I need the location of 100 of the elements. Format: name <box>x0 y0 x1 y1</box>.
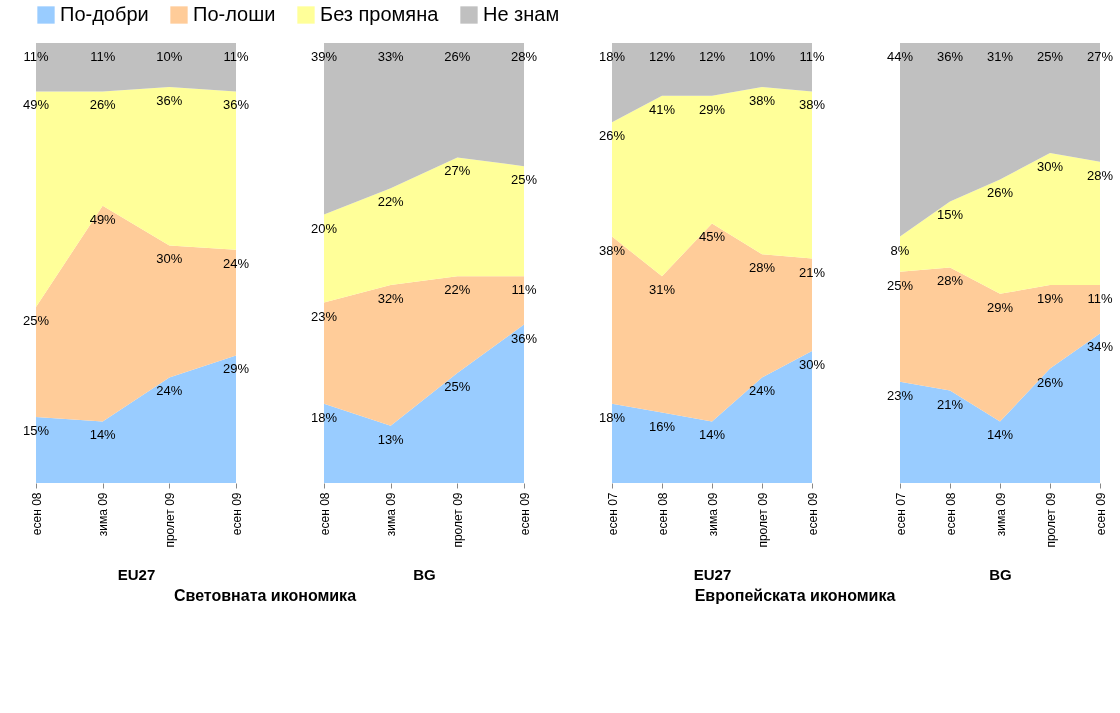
data-label: 31% <box>648 282 676 298</box>
data-label: 39% <box>310 49 338 64</box>
x-tick-label: пролет 09 <box>755 492 770 548</box>
data-label: 27% <box>444 163 471 179</box>
x-tick-label: есен 08 <box>29 492 44 536</box>
x-axis-title: BG <box>413 565 436 583</box>
data-label: 30% <box>156 251 183 267</box>
x-tick-label: есен 09 <box>1093 492 1108 536</box>
data-label: 25% <box>886 277 914 293</box>
data-label: 36% <box>156 93 183 108</box>
data-label: 27% <box>1086 49 1114 64</box>
data-label: 32% <box>377 291 405 306</box>
data-label: 24% <box>156 383 183 399</box>
data-label: 49% <box>22 97 50 113</box>
data-label: 24% <box>748 383 776 399</box>
data-label: 13% <box>377 431 405 447</box>
data-label: 25% <box>510 172 538 188</box>
x-tick-label: есен 09 <box>805 492 820 536</box>
data-label: 44% <box>886 49 914 64</box>
data-label: 25% <box>1036 49 1064 64</box>
data-label: 38% <box>798 97 826 113</box>
x-tick-label: есен 08 <box>655 492 670 536</box>
data-label: 30% <box>798 357 826 372</box>
data-label: 11% <box>223 49 249 64</box>
data-label: 18% <box>310 409 338 425</box>
x-tick-label: есен 08 <box>943 492 958 536</box>
data-label: 22% <box>377 194 405 210</box>
data-label: 36% <box>222 97 250 113</box>
data-label: 21% <box>798 264 826 280</box>
x-tick-label: есен 07 <box>605 492 620 536</box>
data-label: 14% <box>698 427 726 443</box>
data-label: 25% <box>444 379 471 394</box>
data-label: 31% <box>986 49 1014 64</box>
data-label: 20% <box>310 220 338 236</box>
data-label: 26% <box>1036 374 1064 390</box>
data-label: 28% <box>510 49 538 64</box>
data-label: 15% <box>22 423 50 438</box>
legend-label: По-добри <box>60 3 149 25</box>
data-label: 14% <box>986 427 1014 443</box>
data-label: 19% <box>1036 291 1064 306</box>
x-axis-title: EU27 <box>117 565 156 583</box>
data-label: 22% <box>444 282 471 298</box>
data-label: 45% <box>698 229 726 245</box>
data-label: 49% <box>89 211 117 227</box>
data-label: 11% <box>511 282 537 298</box>
data-label: 41% <box>648 101 676 117</box>
data-label: 23% <box>310 308 338 324</box>
data-label: 8% <box>890 242 910 258</box>
legend-label: По-лоши <box>193 3 276 25</box>
data-label: 26% <box>598 128 626 144</box>
data-label: 33% <box>377 49 405 64</box>
data-label: 12% <box>698 49 726 64</box>
legend-label: Не знам <box>483 3 560 25</box>
data-label: 18% <box>598 409 626 425</box>
x-tick-label: пролет 09 <box>450 492 465 548</box>
data-label: 15% <box>936 207 964 223</box>
data-label: 26% <box>986 185 1014 201</box>
x-tick-label: есен 08 <box>317 492 332 536</box>
data-label: 16% <box>648 418 676 434</box>
data-label: 28% <box>936 273 964 289</box>
x-axis-title: EU27 <box>693 565 732 583</box>
x-tick-label: есен 09 <box>517 492 532 536</box>
data-label: 11% <box>90 49 116 64</box>
data-label: 10% <box>748 49 776 64</box>
data-label: 23% <box>886 387 914 403</box>
data-label: 25% <box>22 313 50 328</box>
x-tick-label: зима 09 <box>384 492 399 537</box>
data-label: 24% <box>222 255 250 271</box>
x-tick-label: зима 09 <box>96 492 111 537</box>
data-label: 26% <box>444 49 471 64</box>
data-label: 36% <box>510 330 538 346</box>
x-tick-label: пролет 09 <box>162 492 177 548</box>
data-label: 21% <box>936 396 964 412</box>
x-tick-label: зима 09 <box>705 492 720 537</box>
data-label: 10% <box>156 49 183 64</box>
data-label: 14% <box>89 427 117 443</box>
text: Световната икономика <box>172 586 358 605</box>
data-label: 30% <box>1036 159 1064 174</box>
data-label: 12% <box>648 49 676 64</box>
data-label: 29% <box>986 299 1014 315</box>
data-label: 36% <box>936 49 964 64</box>
legend-label: Без промяна <box>320 3 440 25</box>
data-label: 38% <box>598 242 626 258</box>
x-tick-label: пролет 09 <box>1043 492 1058 548</box>
data-label: 26% <box>89 97 117 113</box>
x-axis-title: BG <box>989 565 1012 583</box>
data-label: 29% <box>698 101 726 117</box>
data-label: 29% <box>222 361 250 377</box>
data-label: 11% <box>1087 291 1113 306</box>
data-label: 28% <box>748 260 776 276</box>
data-label: 28% <box>1086 167 1114 183</box>
x-tick-label: есен 07 <box>893 492 908 536</box>
x-tick-label: зима 09 <box>993 492 1008 537</box>
data-label: 11% <box>799 49 825 64</box>
x-tick-label: есен 09 <box>229 492 244 536</box>
data-label: 11% <box>23 49 49 64</box>
data-label: 34% <box>1086 339 1114 355</box>
data-label: 38% <box>748 93 776 108</box>
text: Европейската икономика <box>693 586 897 605</box>
data-label: 18% <box>598 49 626 64</box>
